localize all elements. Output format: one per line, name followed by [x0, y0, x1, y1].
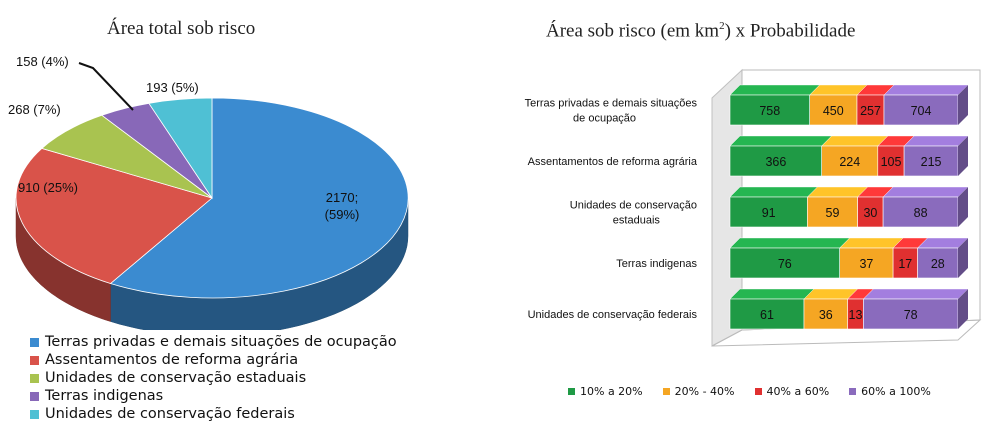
bar-value-label: 76 [778, 257, 792, 271]
bar-end-cap [958, 136, 968, 176]
pie-legend-item: Terras privadas e demais situações de oc… [30, 333, 397, 351]
bar-value-label: 257 [860, 104, 881, 118]
bar-value-label: 30 [863, 206, 877, 220]
bar-legend-swatch [849, 388, 857, 395]
bar-end-cap [958, 238, 968, 278]
bar-segment: 36 [803, 288, 859, 330]
pie-slice-0 [109, 97, 409, 299]
bar-legend-label: 20% - 40% [674, 385, 735, 398]
pie-legend-label: Unidades de conservação estaduais [45, 370, 307, 386]
bar-segment: 224 [821, 135, 889, 177]
pie-data-label-0: 2170; (59%) [325, 190, 360, 222]
bar-chart-title-tail: ) x Probabilidade [724, 20, 856, 42]
pie-slice-1 [15, 147, 213, 284]
bar-legend: 10% a 20% 20% - 40% 40% a 60% 60% a 100% [568, 385, 931, 398]
pie-legend-item: Assentamentos de reforma agrária [30, 351, 397, 369]
bar-value-label: 36 [819, 308, 833, 322]
bar-legend-item: 20% - 40% [662, 385, 735, 398]
bar-value-label: 59 [826, 206, 840, 220]
bar-value-label: 215 [921, 155, 942, 169]
bar-category-label: Unidades de conservação federais [528, 309, 698, 321]
pie-legend-label: Unidades de conservação federais [45, 406, 295, 422]
bar-value-label: 758 [759, 104, 780, 118]
bar-chart-title-main: Área sob risco (em km [546, 20, 720, 42]
bar-chart-title: Área sob risco (em km2) x Probabilidade [546, 20, 855, 42]
pie-data-label-2: 268 (7%) [8, 102, 61, 117]
bar-legend-swatch [662, 388, 670, 395]
bar-segment: 91 [729, 186, 818, 228]
pie-legend-swatch [30, 337, 39, 347]
bar-category-label: Unidades de conservação estaduais [570, 200, 697, 227]
bar-value-label: 61 [760, 308, 774, 322]
bar-end-cap [958, 187, 968, 227]
bar-segment: 88 [882, 186, 969, 228]
bar-series: 758 450 257 704 366 224 105 215 91 59 30 88 76 37 17 28… [729, 84, 969, 330]
bar-legend-label: 10% a 20% [580, 385, 643, 398]
pie-leader-line [78, 62, 134, 111]
bar-segment: 61 [729, 288, 815, 330]
bar-segment: 59 [806, 186, 869, 228]
pie-data-label-4: 193 (5%) [146, 80, 199, 95]
pie-legend-item: Unidades de conservação estaduais [30, 369, 397, 387]
bar-category-label: Assentamentos de reforma agrária [528, 156, 698, 168]
bar-segment: 257 [856, 84, 895, 126]
pie-data-label-3: 158 (4%) [16, 54, 69, 69]
bar-legend-item: 60% a 100% [849, 385, 931, 398]
bar-value-label: 366 [765, 155, 786, 169]
bar-legend-swatch [568, 388, 575, 395]
bar-segment: 758 [729, 84, 821, 126]
pie-legend-label: Terras indigenas [45, 388, 164, 404]
pie-legend-swatch [30, 409, 39, 419]
bar-segment: 366 [729, 135, 833, 177]
bar-legend-label: 40% a 60% [766, 385, 830, 398]
pie-legend-label: Terras privadas e demais situações de oc… [45, 334, 397, 350]
bar-chart-title-superscript: 2 [719, 20, 725, 32]
bar-segment: 215 [903, 135, 969, 177]
pie-slice-4 [148, 97, 213, 200]
bar-value-label: 37 [859, 257, 873, 271]
bar-segment: 13 [847, 288, 874, 330]
pie-top-faces [15, 97, 409, 299]
bar-value-label: 28 [931, 257, 945, 271]
bar-end-cap [958, 85, 968, 125]
pie-chart-title: Área total sob risco [107, 18, 256, 39]
pie-legend-label: Assentamentos de reforma agrária [45, 352, 299, 368]
bar-end-cap [958, 289, 968, 329]
pie-legend-swatch [30, 355, 39, 365]
bar-category-labels: Terras privadas e demais situações de ocu… [525, 98, 698, 322]
bar-segment: 78 [862, 288, 969, 330]
bar-value-label: 704 [911, 104, 932, 118]
bar-legend-item: 10% a 20% [568, 385, 643, 398]
bar-segment: 450 [809, 84, 868, 126]
bar-legend-item: 40% a 60% [754, 385, 830, 398]
bar-segment: 17 [892, 237, 929, 279]
bar-value-label: 78 [904, 308, 918, 322]
pie-data-label-1: 910 (25%) [18, 180, 78, 195]
bar-category-label: Terras indigenas [616, 258, 697, 270]
bar-segment: 105 [877, 135, 915, 177]
bar-legend-swatch [754, 388, 762, 395]
pie-data-labels: 2170; (59%) 910 (25%) 268 (7%) 158 (4%) 193 (… [8, 54, 359, 222]
bar-value-label: 224 [839, 155, 860, 169]
pie-legend-item: Unidades de conservação federais [30, 405, 397, 423]
bar-legend-label: 60% a 100% [861, 385, 931, 398]
pie-legend: Terras privadas e demais situações de oc… [30, 333, 397, 423]
pie-legend-swatch [30, 391, 39, 401]
pie-legend-swatch [30, 373, 39, 383]
pie-legend-item: Terras indigenas [30, 387, 397, 405]
pie-chart: 2170; (59%) 910 (25%) 268 (7%) 158 (4%) 193 (… [8, 54, 409, 330]
bar-value-label: 17 [898, 257, 912, 271]
bar-value-label: 13 [849, 308, 863, 322]
bar-floor [711, 319, 982, 347]
bar-category-label: Terras privadas e demais situações de ocu… [525, 98, 698, 125]
bar-segment: 76 [729, 237, 851, 279]
bar-value-label: 105 [881, 155, 902, 169]
bar-value-label: 91 [762, 206, 776, 220]
bar-segment: 28 [917, 237, 969, 279]
bar-value-label: 450 [823, 104, 844, 118]
bar-value-label: 88 [914, 206, 928, 220]
bar-segment: 704 [883, 84, 969, 126]
